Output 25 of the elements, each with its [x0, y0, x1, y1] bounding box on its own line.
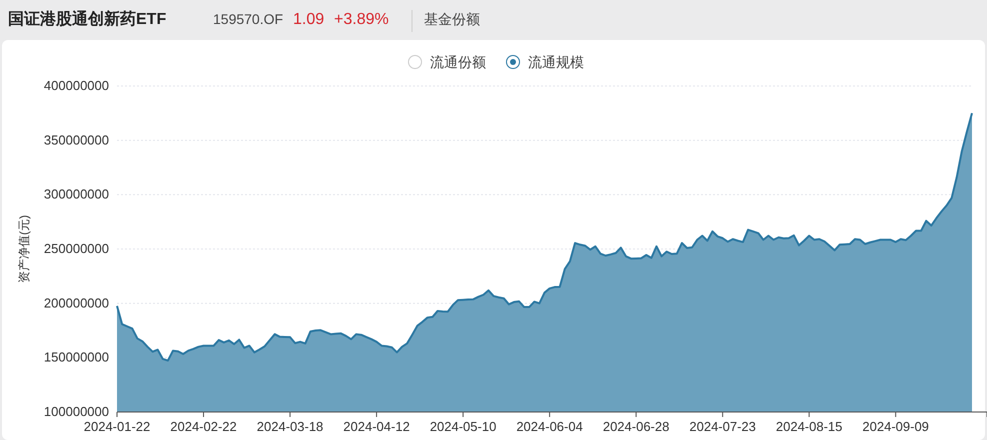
y-tick-label: 250000000 — [44, 241, 109, 256]
x-tick-label: 2024-07-23 — [689, 419, 756, 434]
y-tick-label: 350000000 — [44, 132, 109, 148]
chart-subtitle: 159570.OF — [213, 11, 284, 27]
x-tick-label: 2024-04-12 — [343, 419, 410, 434]
y-tick-label: 400000000 — [44, 78, 109, 93]
x-tick-label: 2024-06-04 — [516, 419, 583, 434]
x-tick-label: 2024-03-18 — [256, 419, 324, 434]
x-tick-label: 2024-05-10 — [430, 419, 496, 434]
y-tick-label: 100000000 — [44, 404, 109, 419]
x-tick-label: 2024-01-22 — [84, 419, 150, 434]
text: 流通份额 — [430, 54, 486, 70]
y-tick-label: 150000000 — [44, 350, 109, 365]
y-tick-label: 300000000 — [44, 186, 109, 202]
y-tick-label: 200000000 — [44, 295, 109, 310]
legend-label: 流通规模 — [528, 54, 584, 70]
x-tick-label: 2024-02-22 — [170, 419, 237, 434]
x-tick-label: 2024-06-28 — [602, 419, 670, 434]
text: 1.09 — [293, 11, 324, 28]
text: 基金份额 — [424, 11, 480, 27]
x-tick-label: 2024-08-15 — [776, 419, 842, 434]
x-tick-label: 2024-09-09 — [862, 419, 929, 434]
chart-title: 国证港股通创新药ETF — [8, 10, 166, 28]
y-axis-title: 资产净值(元) — [17, 215, 31, 283]
text: +3.89% — [334, 11, 389, 28]
